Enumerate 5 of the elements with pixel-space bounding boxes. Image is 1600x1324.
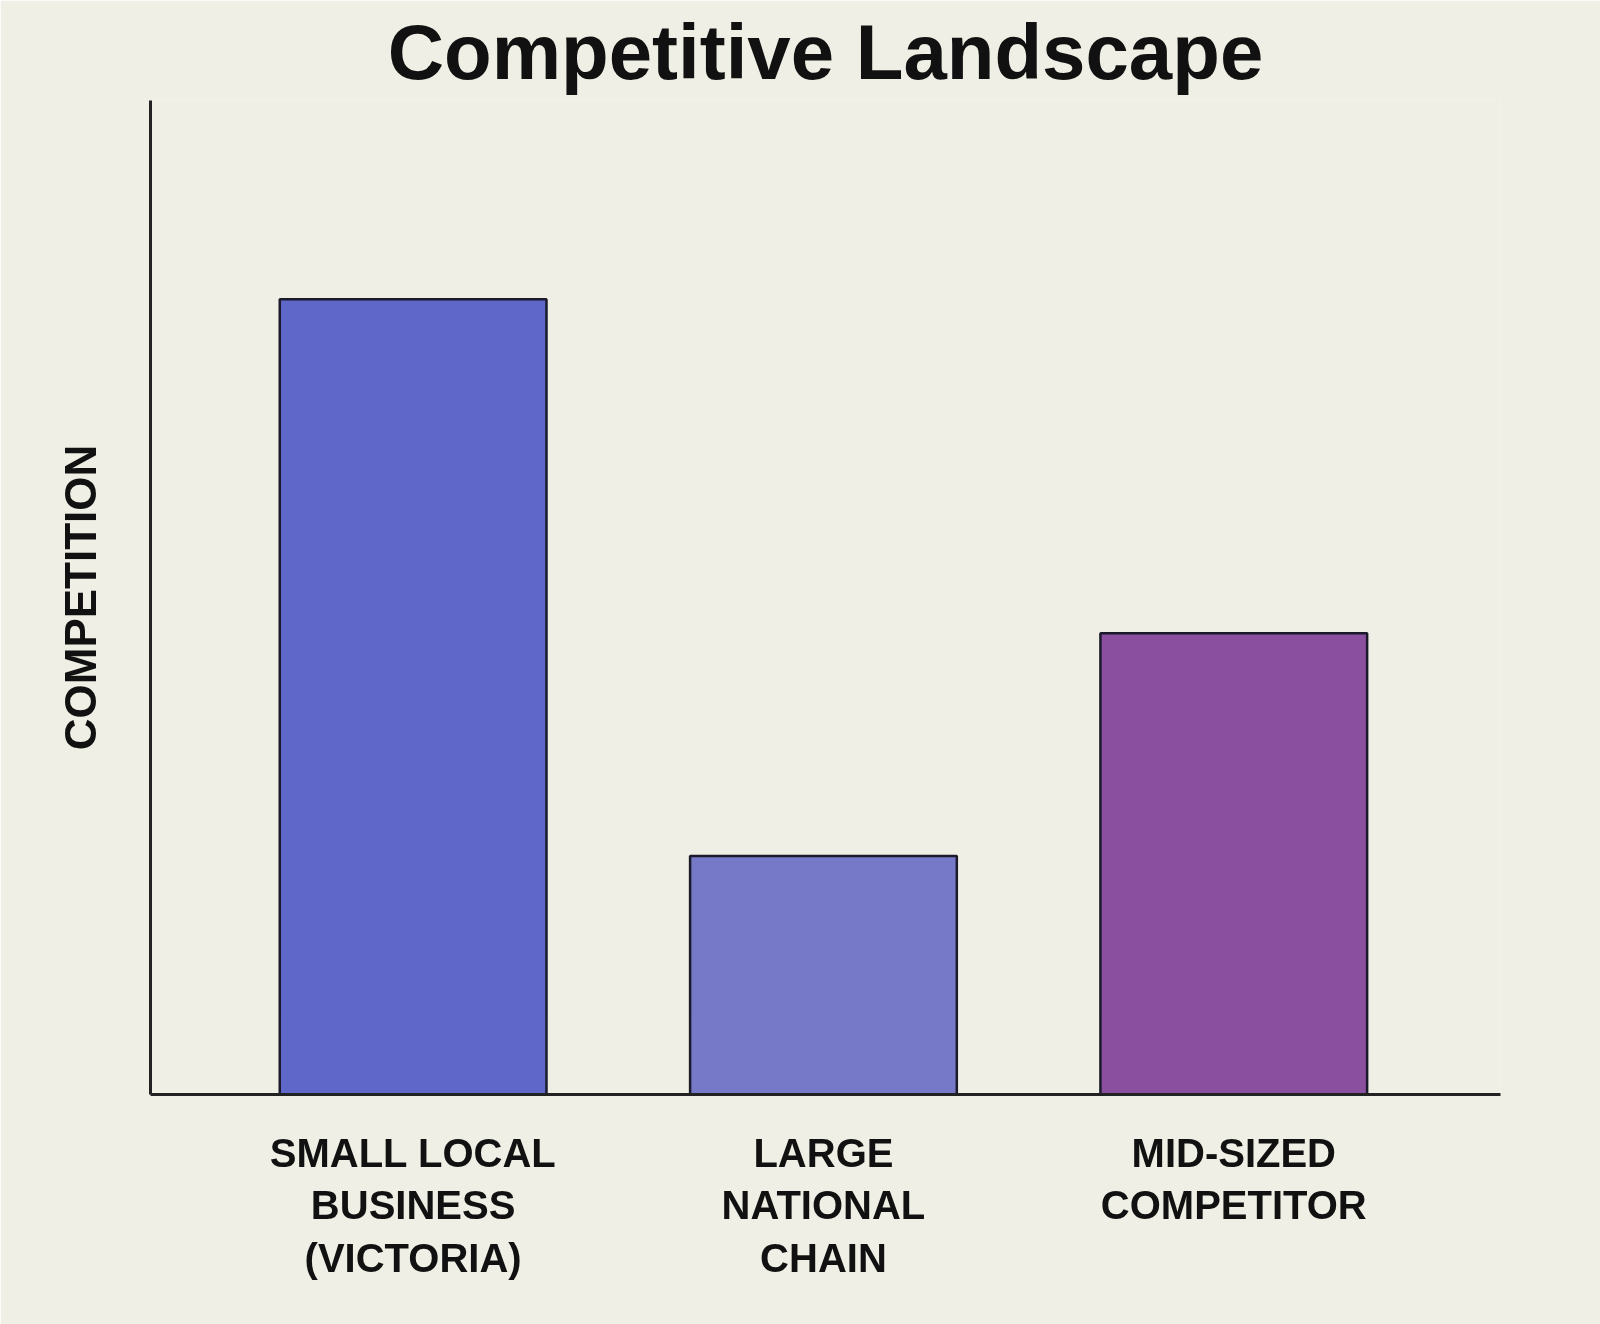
x-tick-label: MID-SIZED COMPETITOR [1100, 1130, 1367, 1228]
y-axis-title: COMPETITION [55, 444, 105, 751]
x-tick-label: SMALL LOCAL BUSINESS (VICTORIA) [269, 1130, 556, 1281]
x-tick-label: LARGE NATIONAL CHAIN [721, 1130, 926, 1281]
chart-title: Competitive Landscape [387, 7, 1264, 96]
